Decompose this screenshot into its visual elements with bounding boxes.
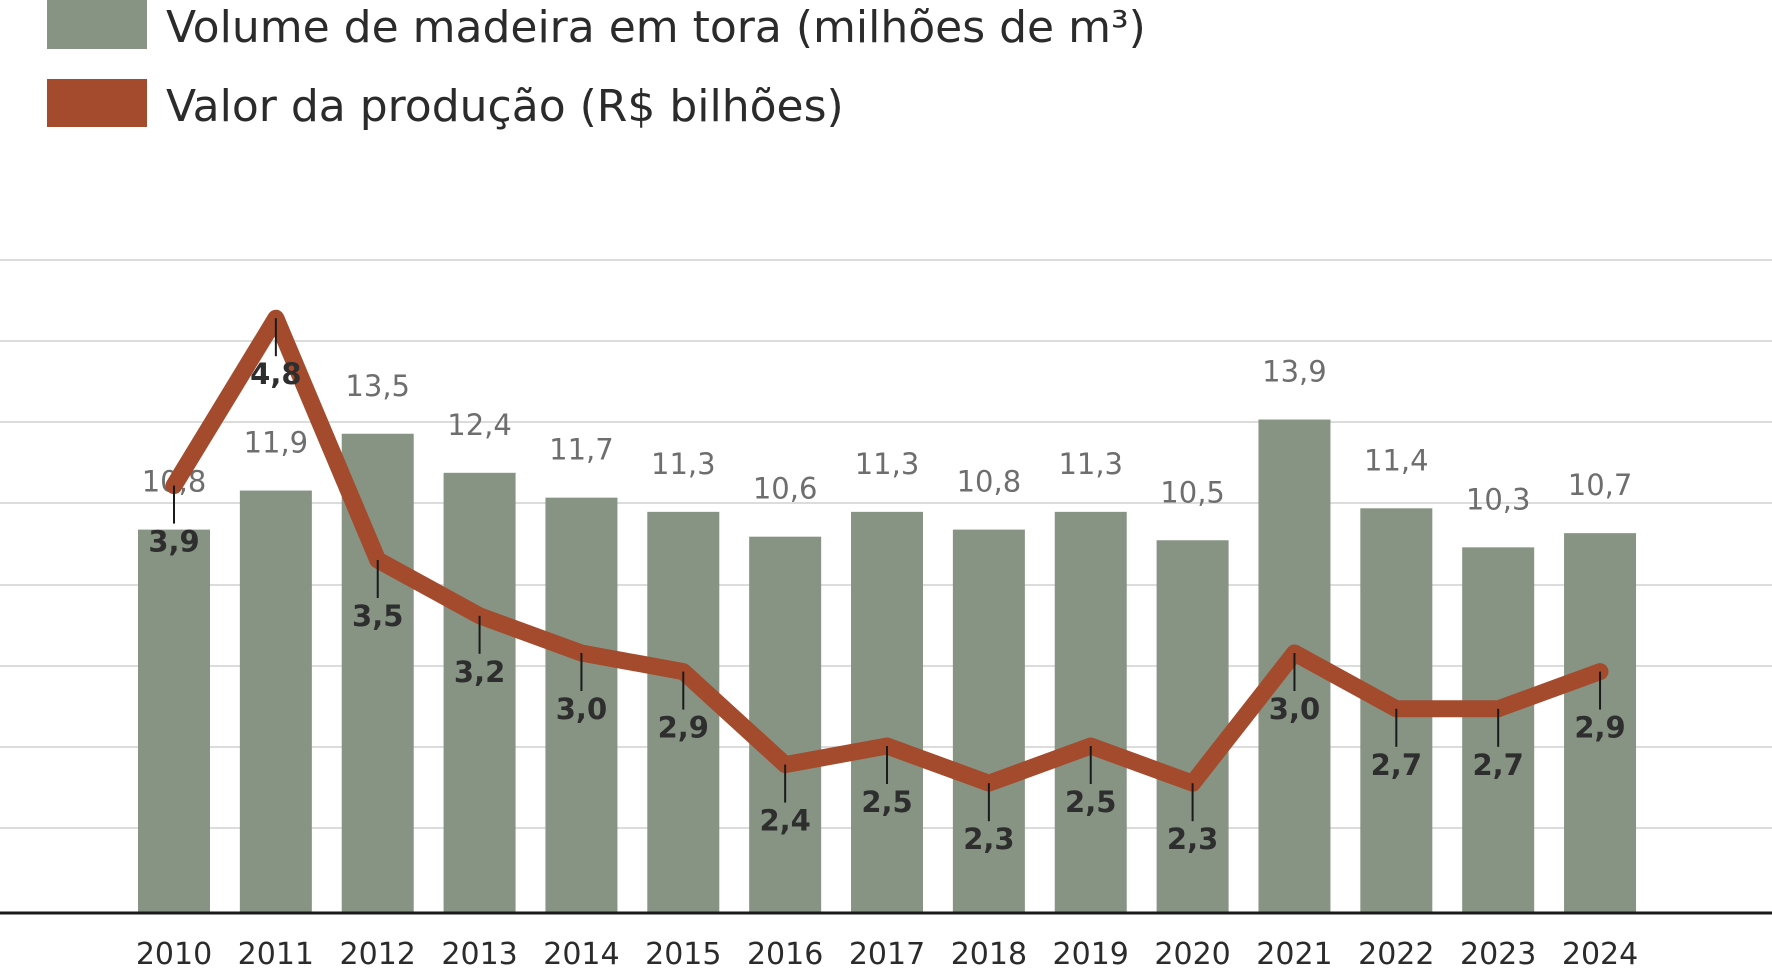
bar bbox=[952, 529, 1025, 913]
line-value-label: 2,3 bbox=[963, 822, 1014, 856]
x-tick-label: 2016 bbox=[747, 937, 823, 972]
bar-value-label: 11,4 bbox=[1364, 443, 1429, 477]
bar-value-label: 13,5 bbox=[345, 369, 410, 403]
bar bbox=[138, 529, 210, 913]
bar-value-label: 13,9 bbox=[1262, 355, 1327, 389]
bar-value-label: 10,5 bbox=[1160, 475, 1225, 509]
bar-value-label: 10,7 bbox=[1568, 468, 1633, 502]
line-labels: 3,9 4,8 3,5 3,2 3,0 2,9 2,4 2,5 2,3 2,5 2,3 3,0 2,7 2… bbox=[148, 318, 1626, 856]
line-value-label: 2,9 bbox=[1574, 711, 1625, 745]
bar-value-label: 11,9 bbox=[244, 426, 309, 460]
legend-bar-label: Volume de madeira em tora (milhões de m³… bbox=[166, 2, 1146, 53]
line-value-label: 3,5 bbox=[352, 599, 403, 633]
bar-value-label: 10,8 bbox=[957, 465, 1022, 499]
x-tick-label: 2020 bbox=[1154, 937, 1230, 972]
bar bbox=[851, 511, 924, 913]
x-tick-label: 2018 bbox=[951, 937, 1027, 972]
line-value-label: 2,4 bbox=[759, 804, 810, 838]
x-tick-label: 2021 bbox=[1256, 937, 1332, 972]
bar bbox=[647, 511, 720, 913]
bar bbox=[1564, 533, 1637, 913]
line-value-label: 2,3 bbox=[1167, 822, 1218, 856]
x-tick-label: 2012 bbox=[340, 937, 416, 972]
bar-labels: 10,811,913,512,411,7 11,310,611,310,811,3… bbox=[142, 355, 1633, 517]
line-value-label: 2,7 bbox=[1371, 748, 1422, 782]
bar-value-label: 11,3 bbox=[651, 447, 716, 481]
x-tick-label: 2019 bbox=[1053, 937, 1129, 972]
x-tick-label: 2017 bbox=[849, 937, 925, 972]
x-tick-label: 2013 bbox=[441, 937, 517, 972]
legend-bar-swatch bbox=[47, 0, 147, 49]
x-tick-label: 2010 bbox=[136, 937, 212, 972]
bar bbox=[545, 497, 618, 913]
bar bbox=[749, 536, 822, 913]
bar-value-label: 11,3 bbox=[1058, 447, 1123, 481]
x-tick-label: 2022 bbox=[1358, 937, 1434, 972]
line-value-label: 4,8 bbox=[250, 357, 301, 391]
legend-line-swatch bbox=[47, 79, 147, 127]
bar bbox=[1054, 511, 1127, 913]
bar bbox=[443, 472, 516, 913]
x-tick-label: 2014 bbox=[543, 937, 619, 972]
line-value-label: 2,5 bbox=[1065, 785, 1116, 819]
line-value-label: 2,7 bbox=[1472, 748, 1523, 782]
legend: Volume de madeira em tora (milhões de m³… bbox=[47, 0, 1146, 132]
bar bbox=[1156, 540, 1229, 913]
x-tick-label: 2015 bbox=[645, 937, 721, 972]
line-value-label: 3,2 bbox=[454, 655, 505, 689]
bar bbox=[239, 490, 312, 913]
line-value-label: 2,5 bbox=[861, 785, 912, 819]
line-value-label: 3,0 bbox=[556, 692, 607, 726]
x-tick-labels: 2010 2011 2012 2013 2014 2015 2016 2017 2018 2019… bbox=[136, 937, 1638, 972]
line-value-label: 2,9 bbox=[658, 711, 709, 745]
x-tick-label: 2024 bbox=[1562, 937, 1638, 972]
x-tick-label: 2023 bbox=[1460, 937, 1536, 972]
line-value-label: 3,9 bbox=[148, 525, 199, 559]
x-tick-label: 2011 bbox=[238, 937, 314, 972]
bar-value-label: 11,7 bbox=[549, 433, 614, 467]
bar-value-label: 10,3 bbox=[1466, 482, 1531, 516]
bar-value-label: 12,4 bbox=[447, 408, 512, 442]
bars bbox=[138, 419, 1637, 913]
legend-line-label: Valor da produção (R$ bilhões) bbox=[166, 81, 844, 132]
bar-value-label: 10,6 bbox=[753, 472, 818, 506]
bar-value-label: 11,3 bbox=[855, 447, 920, 481]
line-value-label: 3,0 bbox=[1269, 692, 1320, 726]
